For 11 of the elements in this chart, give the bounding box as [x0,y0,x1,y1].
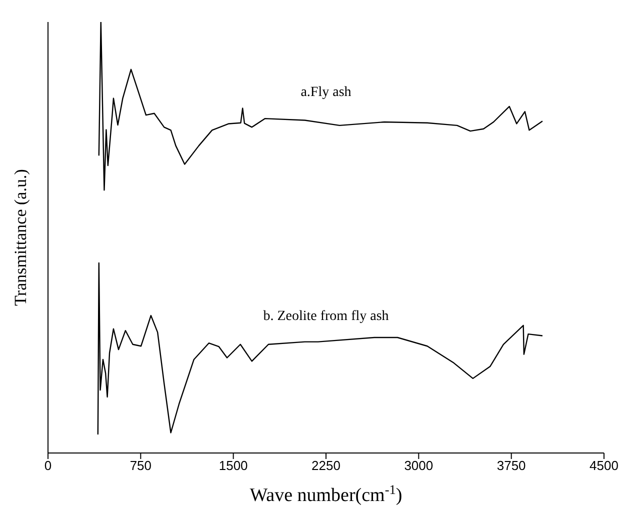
series-label: a.Fly ash [300,85,352,102]
x-tick-label: 3750 [496,458,526,474]
x-tick-label: 4500 [590,458,618,474]
x-tick-label: 750 [130,458,152,474]
x-tick-label: 0 [44,458,52,474]
series-label: b. Zeolite from fly ash [263,309,389,326]
x-tick-label: 3000 [404,458,434,474]
x-tick-label: 2250 [312,458,340,474]
y-axis-title: Transmittance (a.u.) [11,169,30,306]
x-axis-title: Wave number(cm$^{-1}$) [250,482,402,506]
x-tick-label: 1500 [218,458,248,474]
